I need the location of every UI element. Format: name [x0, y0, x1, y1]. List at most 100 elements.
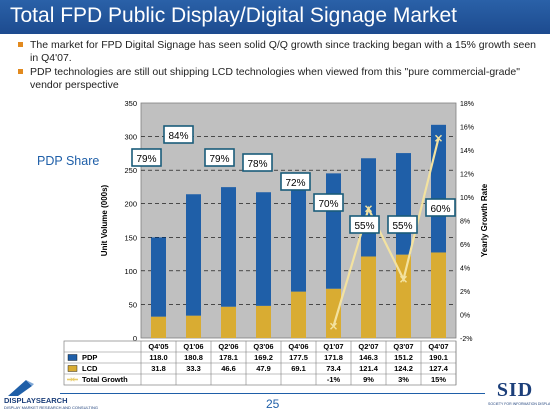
growth-marker — [329, 322, 338, 330]
bar-pdp — [291, 172, 306, 292]
legend-label: LCD — [82, 364, 98, 373]
legend-swatch — [67, 354, 78, 361]
table-value-lcd: 46.6 — [221, 364, 236, 373]
bar-pdp — [151, 237, 166, 317]
y2-tick-label: 18% — [460, 101, 474, 108]
bar-lcd — [361, 256, 376, 338]
y-tick-label: 250 — [124, 166, 137, 175]
bar-pdp — [256, 192, 271, 306]
page-number: 25 — [266, 397, 280, 411]
pdp-share-box — [131, 148, 162, 167]
pdp-share-value: 70% — [318, 199, 338, 210]
y2-tick-label: 8% — [460, 219, 470, 226]
pdp-share-value: 55% — [392, 221, 412, 232]
bar-pdp — [396, 153, 411, 255]
table-value-pdp: 177.5 — [289, 353, 308, 362]
pdp-share-value: 72% — [285, 178, 305, 189]
y-tick-label: 200 — [124, 200, 137, 209]
y-tick-label: 50 — [129, 300, 137, 309]
legend-marker: ✕ — [70, 377, 76, 384]
y2-tick-label: -2% — [460, 336, 472, 343]
pdp-share-value: 79% — [209, 154, 229, 165]
growth-marker — [364, 205, 373, 213]
bar-lcd — [186, 315, 201, 338]
bar-lcd — [151, 316, 166, 338]
table-value-pdp: 180.8 — [184, 353, 203, 362]
x-tick-label: Q4'06 — [288, 342, 308, 351]
table-value-pdp: 169.2 — [254, 353, 273, 362]
table-value-growth: 9% — [363, 375, 374, 384]
x-tick-label: Q3'06 — [253, 342, 273, 351]
bullet-text: PDP technologies are still out shipping … — [30, 66, 520, 91]
y2-tick-label: 16% — [460, 125, 474, 132]
footer-divider — [60, 393, 485, 394]
y-axis-title: Unit Volume (000s) — [100, 184, 109, 256]
pdp-share-box — [349, 215, 380, 234]
displaysearch-logo-text: DISPLAYSEARCH — [4, 396, 68, 405]
pdp-share-box — [242, 153, 273, 172]
pdp-share-label: PDP Share — [37, 154, 100, 168]
y2-axis-title: Yearly Growth Rate — [480, 183, 489, 257]
sid-logo-tagline: SOCIETY FOR INFORMATION DISPLAY — [488, 402, 550, 406]
pdp-share-value: 84% — [168, 131, 188, 142]
growth-marker — [399, 275, 408, 283]
pdp-share-box — [280, 172, 311, 191]
table-value-lcd: 47.9 — [256, 364, 271, 373]
displaysearch-tagline: DISPLAY MARKET RESEARCH AND CONSULTING — [4, 405, 98, 410]
y2-tick-label: 14% — [460, 148, 474, 155]
bar-pdp — [186, 194, 201, 316]
y2-tick-label: 12% — [460, 172, 474, 179]
displaysearch-logo-icon — [8, 380, 34, 396]
bullet-list: The market for FPD Digital Signage has s… — [18, 39, 538, 93]
table-value-growth: 15% — [431, 375, 446, 384]
table-value-lcd: 33.3 — [186, 364, 201, 373]
y-tick-label: 350 — [124, 99, 137, 108]
pdp-share-value: 60% — [430, 204, 450, 215]
table-value-pdp: 151.2 — [394, 353, 413, 362]
y2-tick-label: 2% — [460, 289, 470, 296]
y2-tick-label: 0% — [460, 313, 470, 320]
bar-pdp — [431, 124, 446, 253]
displaysearch-logo: DISPLAYSEARCH DISPLAY MARKET RESEARCH AN… — [4, 378, 98, 410]
x-tick-label: Q3'07 — [393, 342, 413, 351]
sid-logo: SID SOCIETY FOR INFORMATION DISPLAY — [488, 379, 550, 409]
bar-lcd — [326, 288, 341, 338]
pdp-share-value: 79% — [136, 154, 156, 165]
x-tick-label: Q4'05 — [148, 342, 168, 351]
table-value-pdp: 178.1 — [219, 353, 238, 362]
y-tick-label: 300 — [124, 133, 137, 142]
table-value-growth: 3% — [398, 375, 409, 384]
bar-lcd — [431, 252, 446, 338]
table-value-lcd: 124.2 — [394, 364, 413, 373]
table-value-lcd: 31.8 — [151, 364, 166, 373]
pdp-share-box — [163, 125, 194, 144]
table-value-lcd: 69.1 — [291, 364, 306, 373]
table-value-growth: -1% — [327, 375, 341, 384]
sid-logo-text: SID — [496, 379, 534, 401]
y2-tick-label: 4% — [460, 266, 470, 273]
x-tick-label: Q1'06 — [183, 342, 203, 351]
legend-label: Total Growth — [82, 375, 128, 384]
pdp-share-box — [387, 215, 418, 234]
legend-label: PDP — [82, 353, 97, 362]
table-value-pdp: 190.1 — [429, 353, 448, 362]
y2-tick-label: 10% — [460, 195, 474, 202]
bullet-item: PDP technologies are still out shipping … — [18, 66, 538, 91]
growth-line — [332, 137, 440, 327]
bar-pdp — [221, 187, 236, 307]
title-bar: Total FPD Public Display/Digital Signage… — [0, 0, 550, 34]
table-value-lcd: 121.4 — [359, 364, 379, 373]
x-tick-label: Q1'07 — [323, 342, 343, 351]
bullet-text: The market for FPD Digital Signage has s… — [30, 39, 537, 64]
bullet-item: The market for FPD Digital Signage has s… — [18, 39, 538, 64]
y-tick-label: 0 — [133, 334, 137, 343]
table-value-pdp: 146.3 — [359, 353, 378, 362]
y2-tick-label: 6% — [460, 242, 470, 249]
x-tick-label: Q2'07 — [358, 342, 378, 351]
table-value-lcd: 127.4 — [429, 364, 449, 373]
pdp-share-value: 78% — [247, 159, 267, 170]
pdp-share-box — [425, 198, 456, 217]
pdp-share-box — [313, 193, 344, 212]
y-tick-label: 150 — [124, 233, 137, 242]
pdp-share-value: 55% — [354, 221, 374, 232]
